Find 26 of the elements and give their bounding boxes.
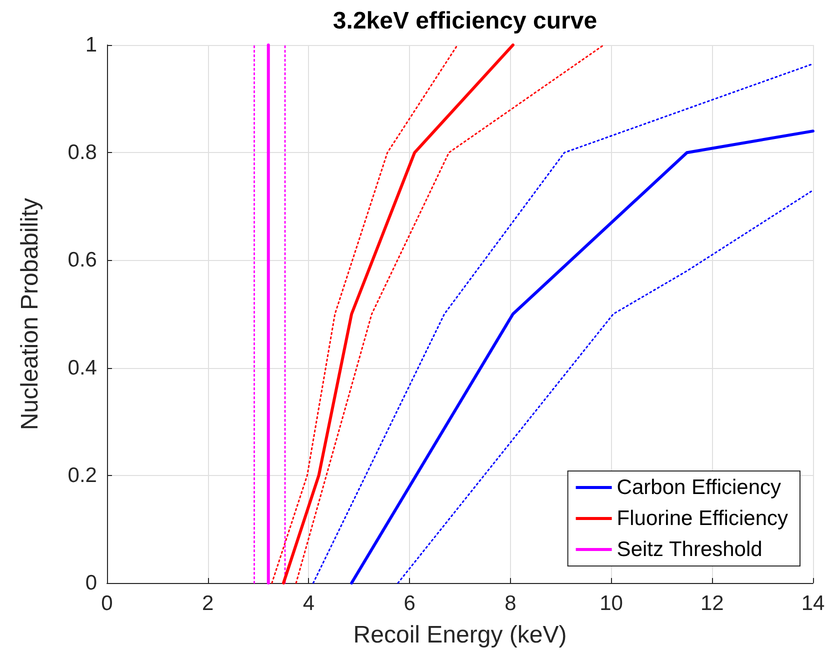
- legend-label: Fluorine Efficiency: [616, 507, 788, 530]
- y-axis-title: Nucleation Probability: [16, 198, 44, 430]
- x-axis-title: Recoil Energy (keV): [353, 622, 567, 648]
- x-tick-label: 6: [404, 592, 416, 615]
- line-series: [282, 44, 514, 584]
- x-tick-label: 12: [700, 592, 724, 615]
- line-series: [271, 44, 458, 584]
- line-series: [295, 44, 604, 584]
- legend-label: Carbon Efficiency: [616, 476, 782, 499]
- y-tick-label: 0.2: [68, 464, 97, 487]
- chart-title: 3.2keV efficiency curve: [332, 8, 598, 34]
- x-tick-label: 4: [302, 592, 315, 615]
- y-tick-label: 0.6: [68, 248, 97, 272]
- line-series: [312, 63, 814, 584]
- x-tick-label: 0: [101, 592, 113, 615]
- y-tick-label: 0.4: [68, 356, 98, 380]
- x-tick-label: 10: [600, 592, 623, 615]
- x-tick-label: 2: [202, 592, 214, 615]
- y-tick-label: 0: [85, 572, 97, 594]
- y-tick-label: 0.8: [68, 141, 97, 164]
- x-tick-label: 8: [504, 592, 516, 615]
- line-series: [350, 130, 814, 584]
- line-series: [397, 190, 814, 584]
- x-tick-label: 14: [801, 592, 825, 615]
- legend-label: Seitz Threshold: [616, 538, 762, 561]
- y-tick-label: 1: [85, 34, 97, 56]
